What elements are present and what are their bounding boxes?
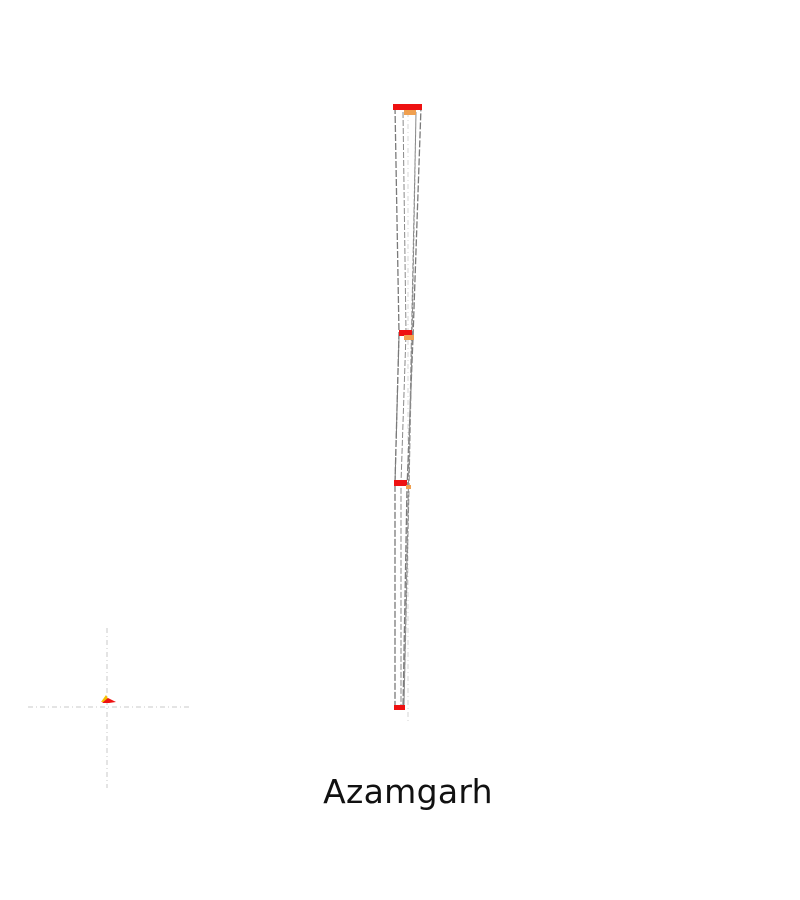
- station-marker-bottom-icon: [394, 705, 405, 710]
- platform-marker-middle-icon: [404, 335, 414, 340]
- station-marker-lower-icon: [394, 480, 407, 486]
- platform-marker-top-icon: [404, 110, 416, 115]
- platform-marker-lower-icon: [406, 485, 411, 489]
- inset-locator: [28, 628, 190, 788]
- inset-marker-primary-icon: [102, 698, 116, 703]
- route-connector: [394, 336, 400, 484]
- station-marker-middle-icon: [399, 330, 412, 336]
- place-name-label: Azamgarh: [323, 772, 493, 811]
- station-marker-top-icon: [393, 104, 422, 110]
